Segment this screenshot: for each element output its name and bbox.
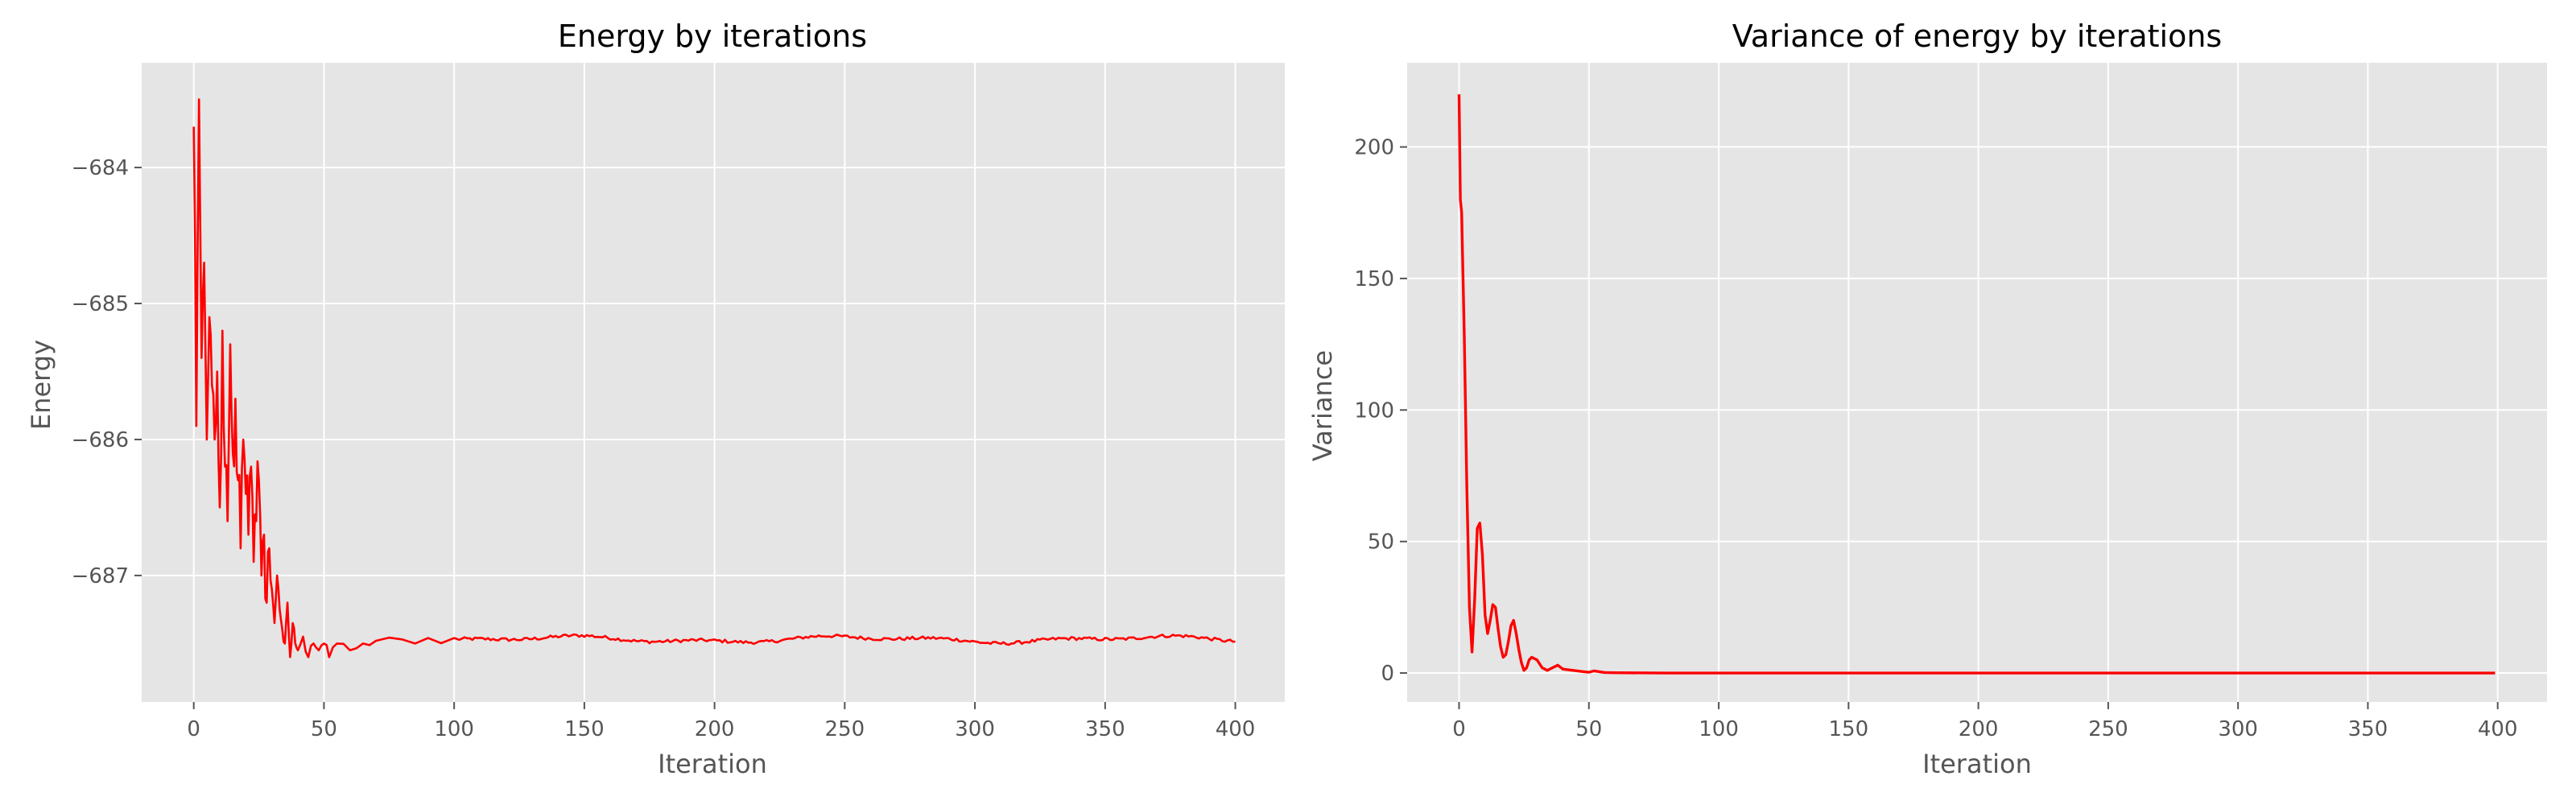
variance-chart: Variance of energy by iterations Iterati… <box>1307 19 2547 779</box>
x-tick-label: 400 <box>1216 717 1256 741</box>
y-tick-label: 50 <box>1368 530 1394 555</box>
x-tick-label: 200 <box>695 717 735 741</box>
series-line <box>1457 94 2496 675</box>
chart-title: Energy by iterations <box>558 19 867 54</box>
series-line <box>192 98 1236 658</box>
x-axis-label: Iteration <box>658 749 767 779</box>
x-tick-label: 100 <box>434 717 474 741</box>
x-tick-label: 0 <box>1452 717 1466 741</box>
y-tick-label: −687 <box>72 564 129 588</box>
x-axis-label: Iteration <box>1922 749 2032 779</box>
x-tick-label: 150 <box>564 717 605 741</box>
x-tick-label: 350 <box>1085 717 1125 741</box>
y-tick-label: −684 <box>72 156 129 180</box>
x-tick-label: 100 <box>1699 717 1739 741</box>
energy-chart: Energy by iterations Iteration Energy 0 5… <box>26 19 1285 779</box>
x-tick-label: 400 <box>2478 717 2518 741</box>
x-tick-label: 50 <box>311 717 337 741</box>
x-tick-label: 300 <box>2218 717 2258 741</box>
chart-title: Variance of energy by iterations <box>1732 19 2222 54</box>
x-tick-label: 0 <box>187 717 200 741</box>
y-axis-label: Energy <box>26 340 56 430</box>
y-tick-label: 0 <box>1381 662 1394 686</box>
x-tick-label: 50 <box>1575 717 1602 741</box>
x-tick-label: 150 <box>1829 717 1869 741</box>
y-tick-label: −685 <box>72 292 129 316</box>
y-tick-label: 150 <box>1354 267 1394 291</box>
y-tick-label: −686 <box>72 428 129 452</box>
y-axis-label: Variance <box>1307 350 1338 461</box>
y-tick-label: 200 <box>1354 136 1394 160</box>
plot-area <box>1407 63 2547 702</box>
x-tick-label: 350 <box>2348 717 2388 741</box>
x-tick-label: 250 <box>825 717 865 741</box>
y-tick-label: 100 <box>1354 398 1394 423</box>
x-tick-label: 300 <box>955 717 995 741</box>
x-tick-label: 200 <box>1959 717 1999 741</box>
x-tick-label: 250 <box>2088 717 2128 741</box>
plot-area <box>142 63 1285 702</box>
